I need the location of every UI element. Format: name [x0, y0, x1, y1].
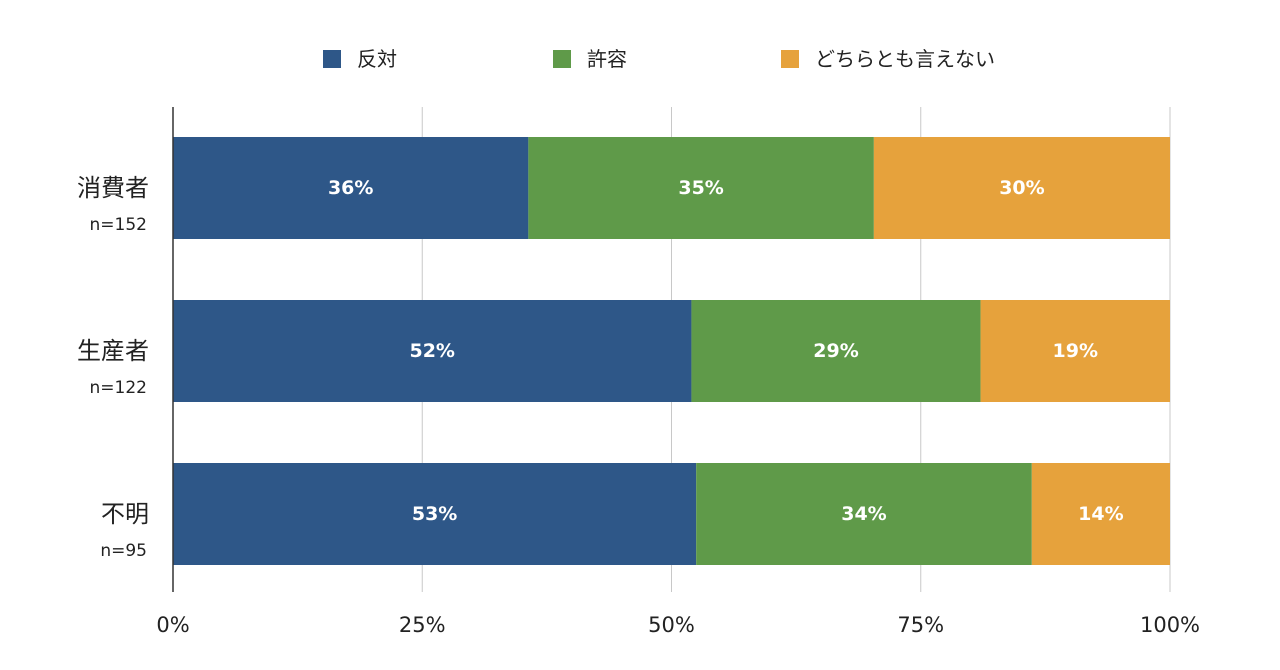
data-label: 36%: [328, 177, 373, 199]
bar-segment: [691, 300, 981, 402]
bar-segment: [173, 463, 697, 565]
data-label: 35%: [678, 177, 723, 199]
bar-segment: [980, 300, 1170, 402]
x-tick-labels: 0% 25% 50% 75% 100%: [156, 613, 1200, 637]
x-tick-label: 0%: [156, 613, 189, 637]
x-tick-label: 25%: [399, 613, 446, 637]
legend-label-1: 反対: [357, 47, 397, 71]
data-label: 19%: [1053, 340, 1098, 362]
legend-swatch-2: [553, 50, 571, 68]
bar-segment: [173, 300, 692, 402]
legend-label-3: どちらとも言えない: [815, 47, 995, 71]
data-label: 52%: [409, 340, 454, 362]
bar-segment: [696, 463, 1032, 565]
bar-segment: [173, 137, 529, 239]
legend: 反対 許容 どちらとも言えない: [323, 47, 995, 71]
category-labels: 消費者 n=152 生産者 n=122 不明 n=95: [77, 174, 149, 561]
data-label: 30%: [999, 177, 1044, 199]
category-label: 不明: [101, 500, 149, 528]
bar-segment: [528, 137, 874, 239]
legend-swatch-1: [323, 50, 341, 68]
x-tick-label: 75%: [897, 613, 944, 637]
category-sublabel: n=152: [90, 215, 147, 235]
category-sublabel: n=122: [90, 378, 147, 398]
category-label: 消費者: [77, 174, 149, 202]
bar-segment: [1031, 463, 1170, 565]
x-tick-label: 100%: [1140, 613, 1200, 637]
legend-label-2: 許容: [587, 47, 627, 71]
category-label: 生産者: [77, 337, 149, 365]
bars: 36% 35% 30% 52% 29% 19% 53% 34% 14%: [173, 137, 1170, 565]
data-label: 14%: [1078, 503, 1123, 525]
legend-swatch-3: [781, 50, 799, 68]
x-tick-label: 50%: [648, 613, 695, 637]
category-sublabel: n=95: [100, 541, 147, 561]
bar-segment: [873, 137, 1170, 239]
data-label: 53%: [412, 503, 457, 525]
data-label: 34%: [841, 503, 886, 525]
data-label: 29%: [813, 340, 858, 362]
